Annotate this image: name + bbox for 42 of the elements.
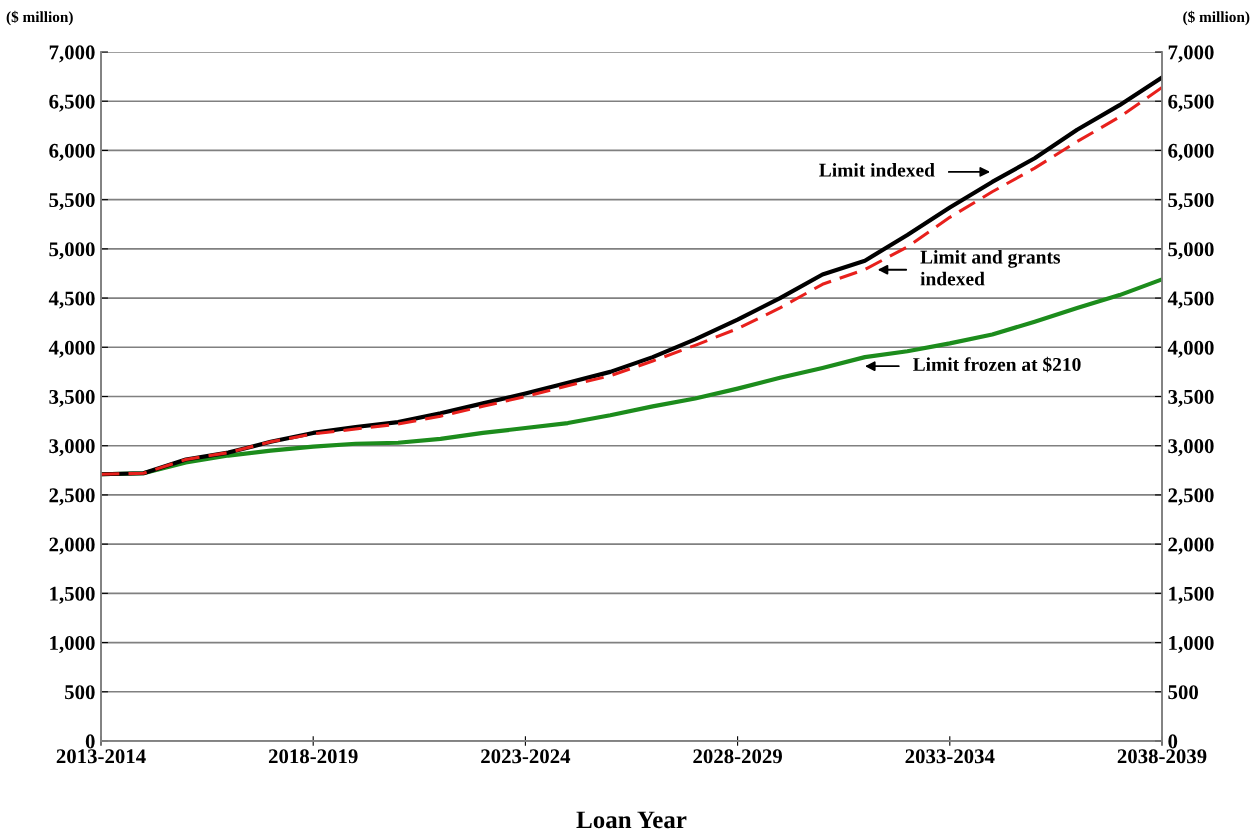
annotation: Limit frozen at $210 bbox=[913, 356, 1081, 373]
y2-tick-label: 5,500 bbox=[1168, 193, 1214, 211]
y-tick-label: 1,000 bbox=[50, 635, 95, 654]
y-tick-label: 2,500 bbox=[49, 488, 95, 506]
y2-tick-label: 5,000 bbox=[1168, 242, 1214, 260]
y2-tick-label: 6,000 bbox=[1168, 143, 1214, 161]
y2-tick-label: 0 bbox=[1168, 734, 1178, 749]
y2-tick-label: 1,500 bbox=[1169, 586, 1214, 604]
y2-tick-label: 500 bbox=[1168, 685, 1199, 700]
y-tick-label: 3,000 bbox=[49, 439, 95, 457]
y-tick-label: 2,000 bbox=[49, 537, 95, 555]
y2-tick-label: 2,000 bbox=[1168, 537, 1214, 555]
y-tick-label: 4,000 bbox=[48, 340, 95, 358]
y2-tick-label: 3,000 bbox=[1168, 439, 1214, 457]
y-tick-label: 6,500 bbox=[49, 94, 95, 112]
x-tick-label: 2028-2029 bbox=[693, 749, 782, 764]
x-tick-label: 2038-2039 bbox=[1117, 749, 1207, 764]
y-tick-label: 7,000 bbox=[49, 45, 95, 63]
y-tick-label: 500 bbox=[65, 685, 95, 700]
x-tick-label: 2013-2014 bbox=[56, 749, 146, 764]
y2-tick-label: 4,500 bbox=[1167, 291, 1214, 309]
annotation: Limit and grants indexed bbox=[920, 249, 1061, 286]
y-tick-label: 4,500 bbox=[48, 291, 95, 309]
y2-tick-label: 6,500 bbox=[1168, 94, 1214, 112]
annotation: Limit indexed bbox=[819, 163, 935, 177]
y-tick-label: 5,500 bbox=[49, 193, 95, 211]
x-axis-title: Loan Year bbox=[576, 811, 687, 829]
x-tick-label: 2023-2024 bbox=[481, 749, 571, 764]
y-tick-label: 6,000 bbox=[49, 143, 95, 161]
y-tick-label: 1,500 bbox=[50, 586, 95, 604]
y2-tick-label: 1,000 bbox=[1169, 635, 1214, 654]
y2-tick-label: 3,500 bbox=[1168, 389, 1214, 407]
x-tick-label: 2033-2034 bbox=[905, 749, 995, 764]
y-tick-label: 5,000 bbox=[49, 242, 95, 260]
y-tick-label: 0 bbox=[85, 734, 95, 749]
y2-tick-label: 7,000 bbox=[1168, 45, 1214, 63]
y-axis-title: ($ million) bbox=[6, 10, 73, 26]
y-tick-label: 3,500 bbox=[49, 389, 95, 407]
y2-tick-label: 4,000 bbox=[1167, 340, 1214, 358]
y2-tick-label: 2,500 bbox=[1168, 488, 1214, 506]
x-tick-label: 2018-2019 bbox=[268, 749, 358, 764]
y2-axis-title: ($ million) bbox=[1183, 10, 1250, 26]
